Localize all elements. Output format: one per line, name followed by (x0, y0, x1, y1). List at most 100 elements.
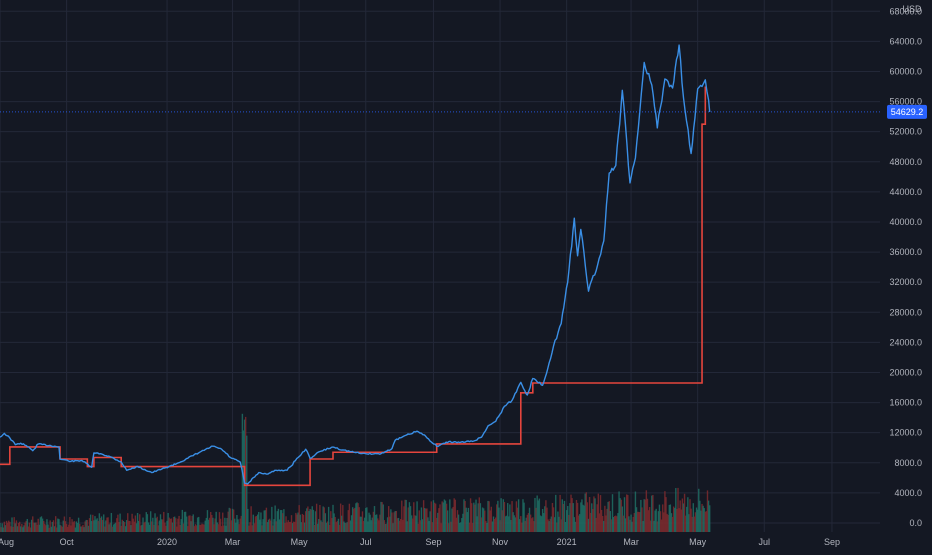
volume-bar (360, 516, 363, 532)
volume-bar (6, 522, 9, 532)
volume-bar (137, 520, 140, 532)
volume-bar (572, 503, 574, 532)
volume-bar (41, 518, 44, 532)
volume-bar (701, 503, 703, 532)
volume-bar (551, 502, 554, 532)
volume-bar (149, 511, 152, 532)
volume-bar (219, 518, 222, 532)
volume-bar (356, 502, 358, 532)
volume-bar (366, 507, 368, 532)
volume-bar (370, 520, 372, 532)
volume-bar (415, 515, 417, 532)
volume-bar (157, 525, 160, 532)
volume-bar (486, 522, 488, 532)
volume-bar (124, 526, 127, 532)
volume-bar (654, 510, 656, 532)
volume-bar (561, 499, 563, 532)
volume-bar (299, 514, 301, 532)
volume-bar (499, 520, 501, 532)
volume-bar (263, 510, 265, 532)
volume-bar (577, 515, 580, 532)
time-tick-label: May (291, 537, 309, 547)
volume-bar (594, 498, 596, 532)
volume-bar (623, 497, 626, 532)
price-axis[interactable] (880, 0, 932, 550)
volume-bar (598, 513, 601, 532)
price-tick-label: 12000.0 (889, 428, 922, 438)
volume-bar (23, 525, 25, 532)
volume-bar (357, 503, 359, 532)
volume-bar (280, 510, 283, 532)
volume-bar (615, 515, 617, 532)
volume-bar (44, 523, 46, 532)
volume-bar (202, 524, 204, 532)
time-tick-label: Sep (425, 537, 441, 547)
volume-bar (354, 507, 356, 532)
volume-bar (229, 508, 232, 532)
volume-bar (298, 505, 300, 532)
volume-bar (267, 519, 270, 532)
volume-bar (256, 514, 259, 532)
volume-bar (665, 497, 667, 532)
volume-bar (312, 509, 315, 532)
volume-bar (525, 517, 527, 532)
volume-bar (255, 515, 258, 532)
volume-bar (35, 522, 37, 532)
volume-bar (192, 514, 194, 532)
volume-bar (474, 504, 476, 532)
volume-bar (589, 512, 592, 532)
volume-bar (93, 520, 95, 532)
volume-bar (121, 519, 123, 532)
volume-bar (184, 511, 187, 532)
volume-bar (344, 522, 346, 532)
volume-bar (544, 506, 546, 532)
volume-bar (619, 498, 621, 532)
price-series (0, 44, 711, 485)
time-axis[interactable] (0, 532, 880, 550)
volume-bar (700, 510, 702, 532)
volume-bar (8, 520, 10, 532)
price-tick-label: 36000.0 (889, 247, 922, 257)
step-series (0, 86, 707, 487)
volume-bar (17, 522, 20, 532)
volume-bar (390, 509, 392, 532)
volume-bar (404, 499, 406, 532)
volume-bar (402, 519, 404, 532)
volume-bar (103, 514, 105, 532)
volume-bar (33, 522, 35, 532)
volume-bar (331, 518, 333, 532)
volume-bar (194, 524, 197, 532)
volume-bar (570, 494, 572, 532)
volume-bar (39, 517, 42, 532)
volume-bar (455, 517, 458, 532)
volume-bar (161, 519, 164, 532)
volume-bar (211, 514, 213, 532)
volume-bar (11, 517, 13, 532)
volume-bar (409, 506, 412, 532)
volume-bar (326, 521, 329, 532)
volume-bar (365, 508, 367, 532)
volume-bar (672, 506, 675, 532)
volume-bar (624, 518, 627, 532)
volume-bar (549, 518, 551, 532)
volume-bar (99, 517, 102, 532)
volume-bar (200, 524, 202, 532)
volume-bar (156, 516, 158, 532)
volume-bar (54, 516, 57, 532)
volume-bar (36, 524, 38, 532)
volume-bar (107, 517, 109, 532)
volume-bar (552, 507, 555, 532)
volume-bar (105, 520, 107, 532)
volume-bar (476, 516, 478, 532)
volume-bar (497, 500, 499, 532)
volume-bar (48, 527, 50, 532)
volume-bar (240, 515, 242, 532)
volume-bar (123, 522, 126, 532)
volume-bar (363, 517, 366, 532)
volume-bar (266, 522, 269, 532)
volume-bar (684, 515, 687, 532)
volume-bar (603, 520, 605, 532)
volume-bar (493, 519, 496, 532)
